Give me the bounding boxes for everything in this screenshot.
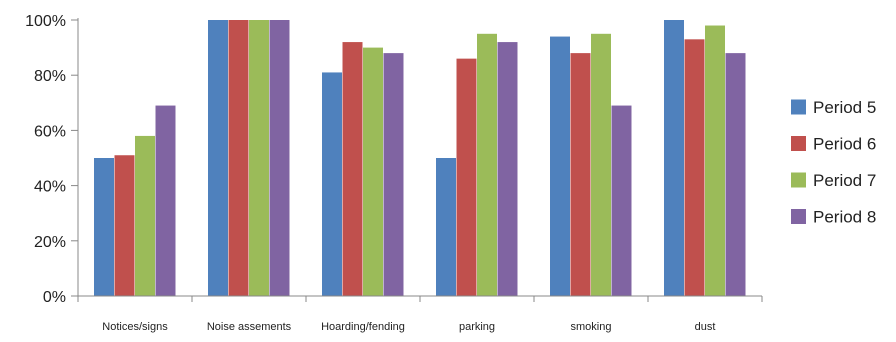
x-tick-label: parking bbox=[459, 321, 495, 333]
legend-label: Period 5 bbox=[813, 98, 876, 117]
bar bbox=[94, 158, 114, 296]
bar bbox=[497, 42, 518, 296]
legend-label: Period 7 bbox=[813, 171, 876, 190]
bar bbox=[477, 33, 497, 297]
x-tick-label: dust bbox=[695, 321, 716, 333]
y-tick-label: 100% bbox=[25, 13, 66, 30]
bar bbox=[611, 105, 632, 296]
bar bbox=[664, 20, 684, 296]
y-tick-label: 60% bbox=[34, 123, 66, 140]
y-tick-label: 20% bbox=[34, 234, 66, 251]
bar bbox=[383, 53, 404, 297]
legend-swatch bbox=[791, 209, 806, 224]
x-axis-labels: Notices/signs Noise assements Hoarding/fen… bbox=[102, 321, 715, 333]
bar bbox=[725, 53, 746, 297]
bar bbox=[208, 20, 228, 296]
legend-label: Period 6 bbox=[813, 135, 876, 154]
y-tick-label: 0% bbox=[43, 289, 66, 306]
legend-swatch bbox=[791, 172, 806, 188]
bar bbox=[591, 33, 611, 297]
bar bbox=[570, 53, 591, 297]
bar bbox=[114, 155, 135, 296]
x-tick-label: smoking bbox=[571, 321, 612, 333]
legend-label: Period 8 bbox=[813, 208, 876, 227]
x-tick-label: Noise assements bbox=[207, 321, 292, 333]
bar bbox=[342, 42, 363, 296]
bar bbox=[705, 25, 725, 297]
legend-swatch bbox=[791, 99, 806, 115]
bar bbox=[684, 39, 705, 296]
bar bbox=[269, 20, 290, 296]
legend: Period 5 Period 6 Period 7 Period 8 bbox=[791, 98, 876, 227]
bar bbox=[456, 58, 477, 296]
legend-swatch bbox=[791, 136, 806, 151]
bars-group bbox=[94, 20, 746, 297]
bar bbox=[228, 20, 249, 296]
x-tick-label: Notices/signs bbox=[102, 321, 168, 333]
y-tick-label: 40% bbox=[34, 179, 66, 196]
bar bbox=[155, 105, 176, 296]
bar bbox=[322, 72, 342, 296]
bar bbox=[249, 20, 269, 296]
y-axis-ticks: 0% 20% 40% 60% 80% 100% bbox=[25, 13, 78, 306]
bar bbox=[363, 47, 383, 296]
bar bbox=[550, 36, 570, 297]
x-tick-label: Hoarding/fending bbox=[321, 321, 405, 333]
bar bbox=[135, 135, 155, 296]
y-tick-label: 80% bbox=[34, 68, 66, 85]
bar bbox=[436, 158, 456, 296]
axes bbox=[77, 18, 763, 302]
